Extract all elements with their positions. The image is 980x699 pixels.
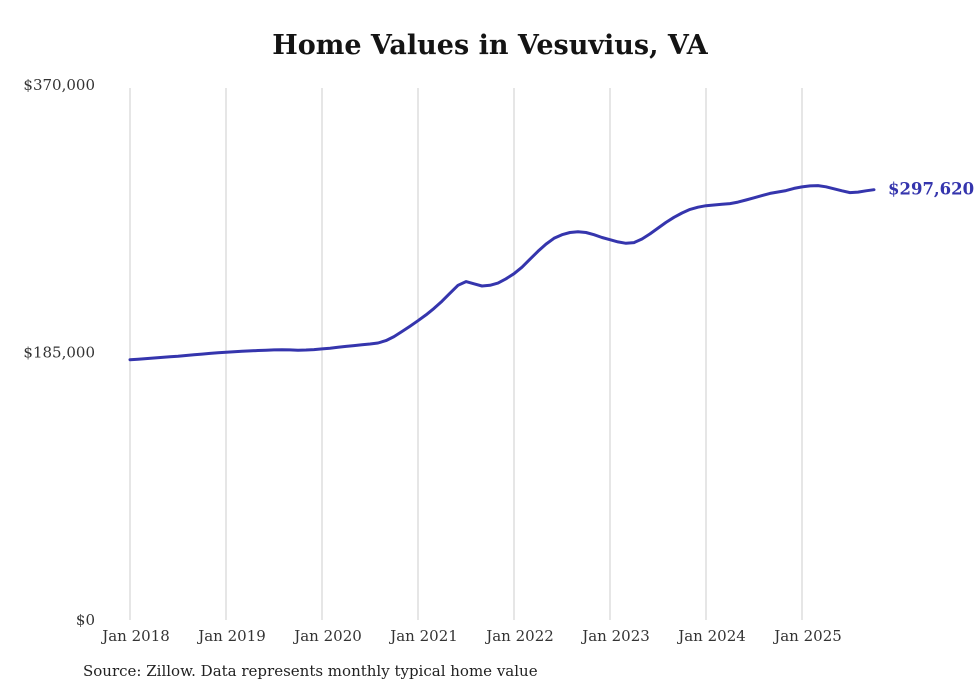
chart-title: Home Values in Vesuvius, VA: [272, 30, 708, 61]
latest-value-annotation: $297,620: [888, 180, 974, 199]
x-axis-tick-label: Jan 2025: [772, 627, 842, 645]
x-axis-tick-label: Jan 2023: [580, 627, 650, 645]
y-axis-tick-label: $185,000: [23, 344, 95, 362]
x-axis-tick-label: Jan 2020: [292, 627, 362, 645]
x-axis-tick-label: Jan 2018: [100, 627, 170, 645]
x-axis-tick-label: Jan 2022: [484, 627, 554, 645]
source-note: Source: Zillow. Data represents monthly …: [83, 662, 538, 680]
x-axis-tick-label: Jan 2024: [676, 627, 746, 645]
x-axis-tick-label: Jan 2021: [388, 627, 458, 645]
y-axis-tick-label: $0: [76, 611, 95, 629]
home-values-line-chart: $0 $185,000 $370,000 Jan 2018 Jan 2019 Jan 20…: [23, 76, 974, 645]
home-value-line-series: [128, 184, 876, 362]
x-axis-tick-label: Jan 2019: [196, 627, 266, 645]
y-axis-tick-label: $370,000: [23, 76, 95, 94]
